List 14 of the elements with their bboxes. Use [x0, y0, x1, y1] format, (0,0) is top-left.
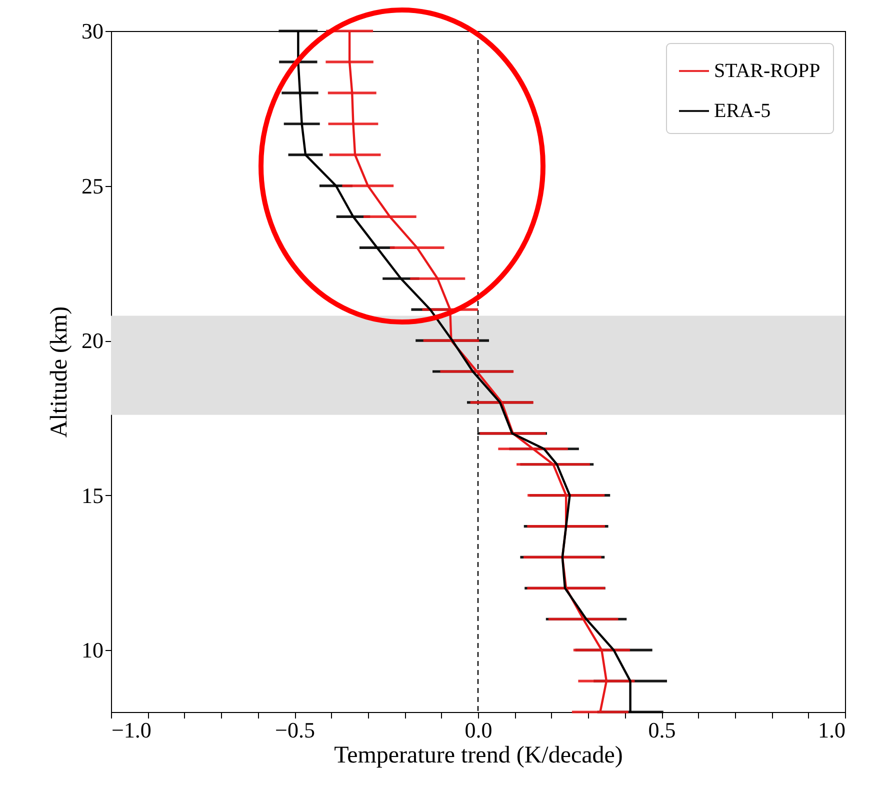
- y-axis-title: Altitude (km): [46, 306, 72, 438]
- legend-label: STAR-ROPP: [714, 60, 820, 82]
- legend-label: ERA-5: [714, 100, 771, 122]
- x-tick-label: −0.5: [275, 718, 315, 742]
- y-tick-label: 15: [82, 482, 104, 508]
- y-tick-label: 20: [82, 328, 104, 354]
- x-tick-label: 0.0: [464, 718, 492, 742]
- x-tick-label: 1.0: [818, 718, 846, 742]
- y-tick-label: 25: [82, 173, 104, 198]
- y-tick-label: 30: [82, 18, 104, 44]
- y-tick-label: 10: [82, 638, 104, 663]
- x-axis-title: Temperature trend (K/decade): [334, 742, 623, 768]
- x-tick-label: 0.5: [648, 718, 676, 742]
- x-tick-label: −1.0: [112, 718, 152, 742]
